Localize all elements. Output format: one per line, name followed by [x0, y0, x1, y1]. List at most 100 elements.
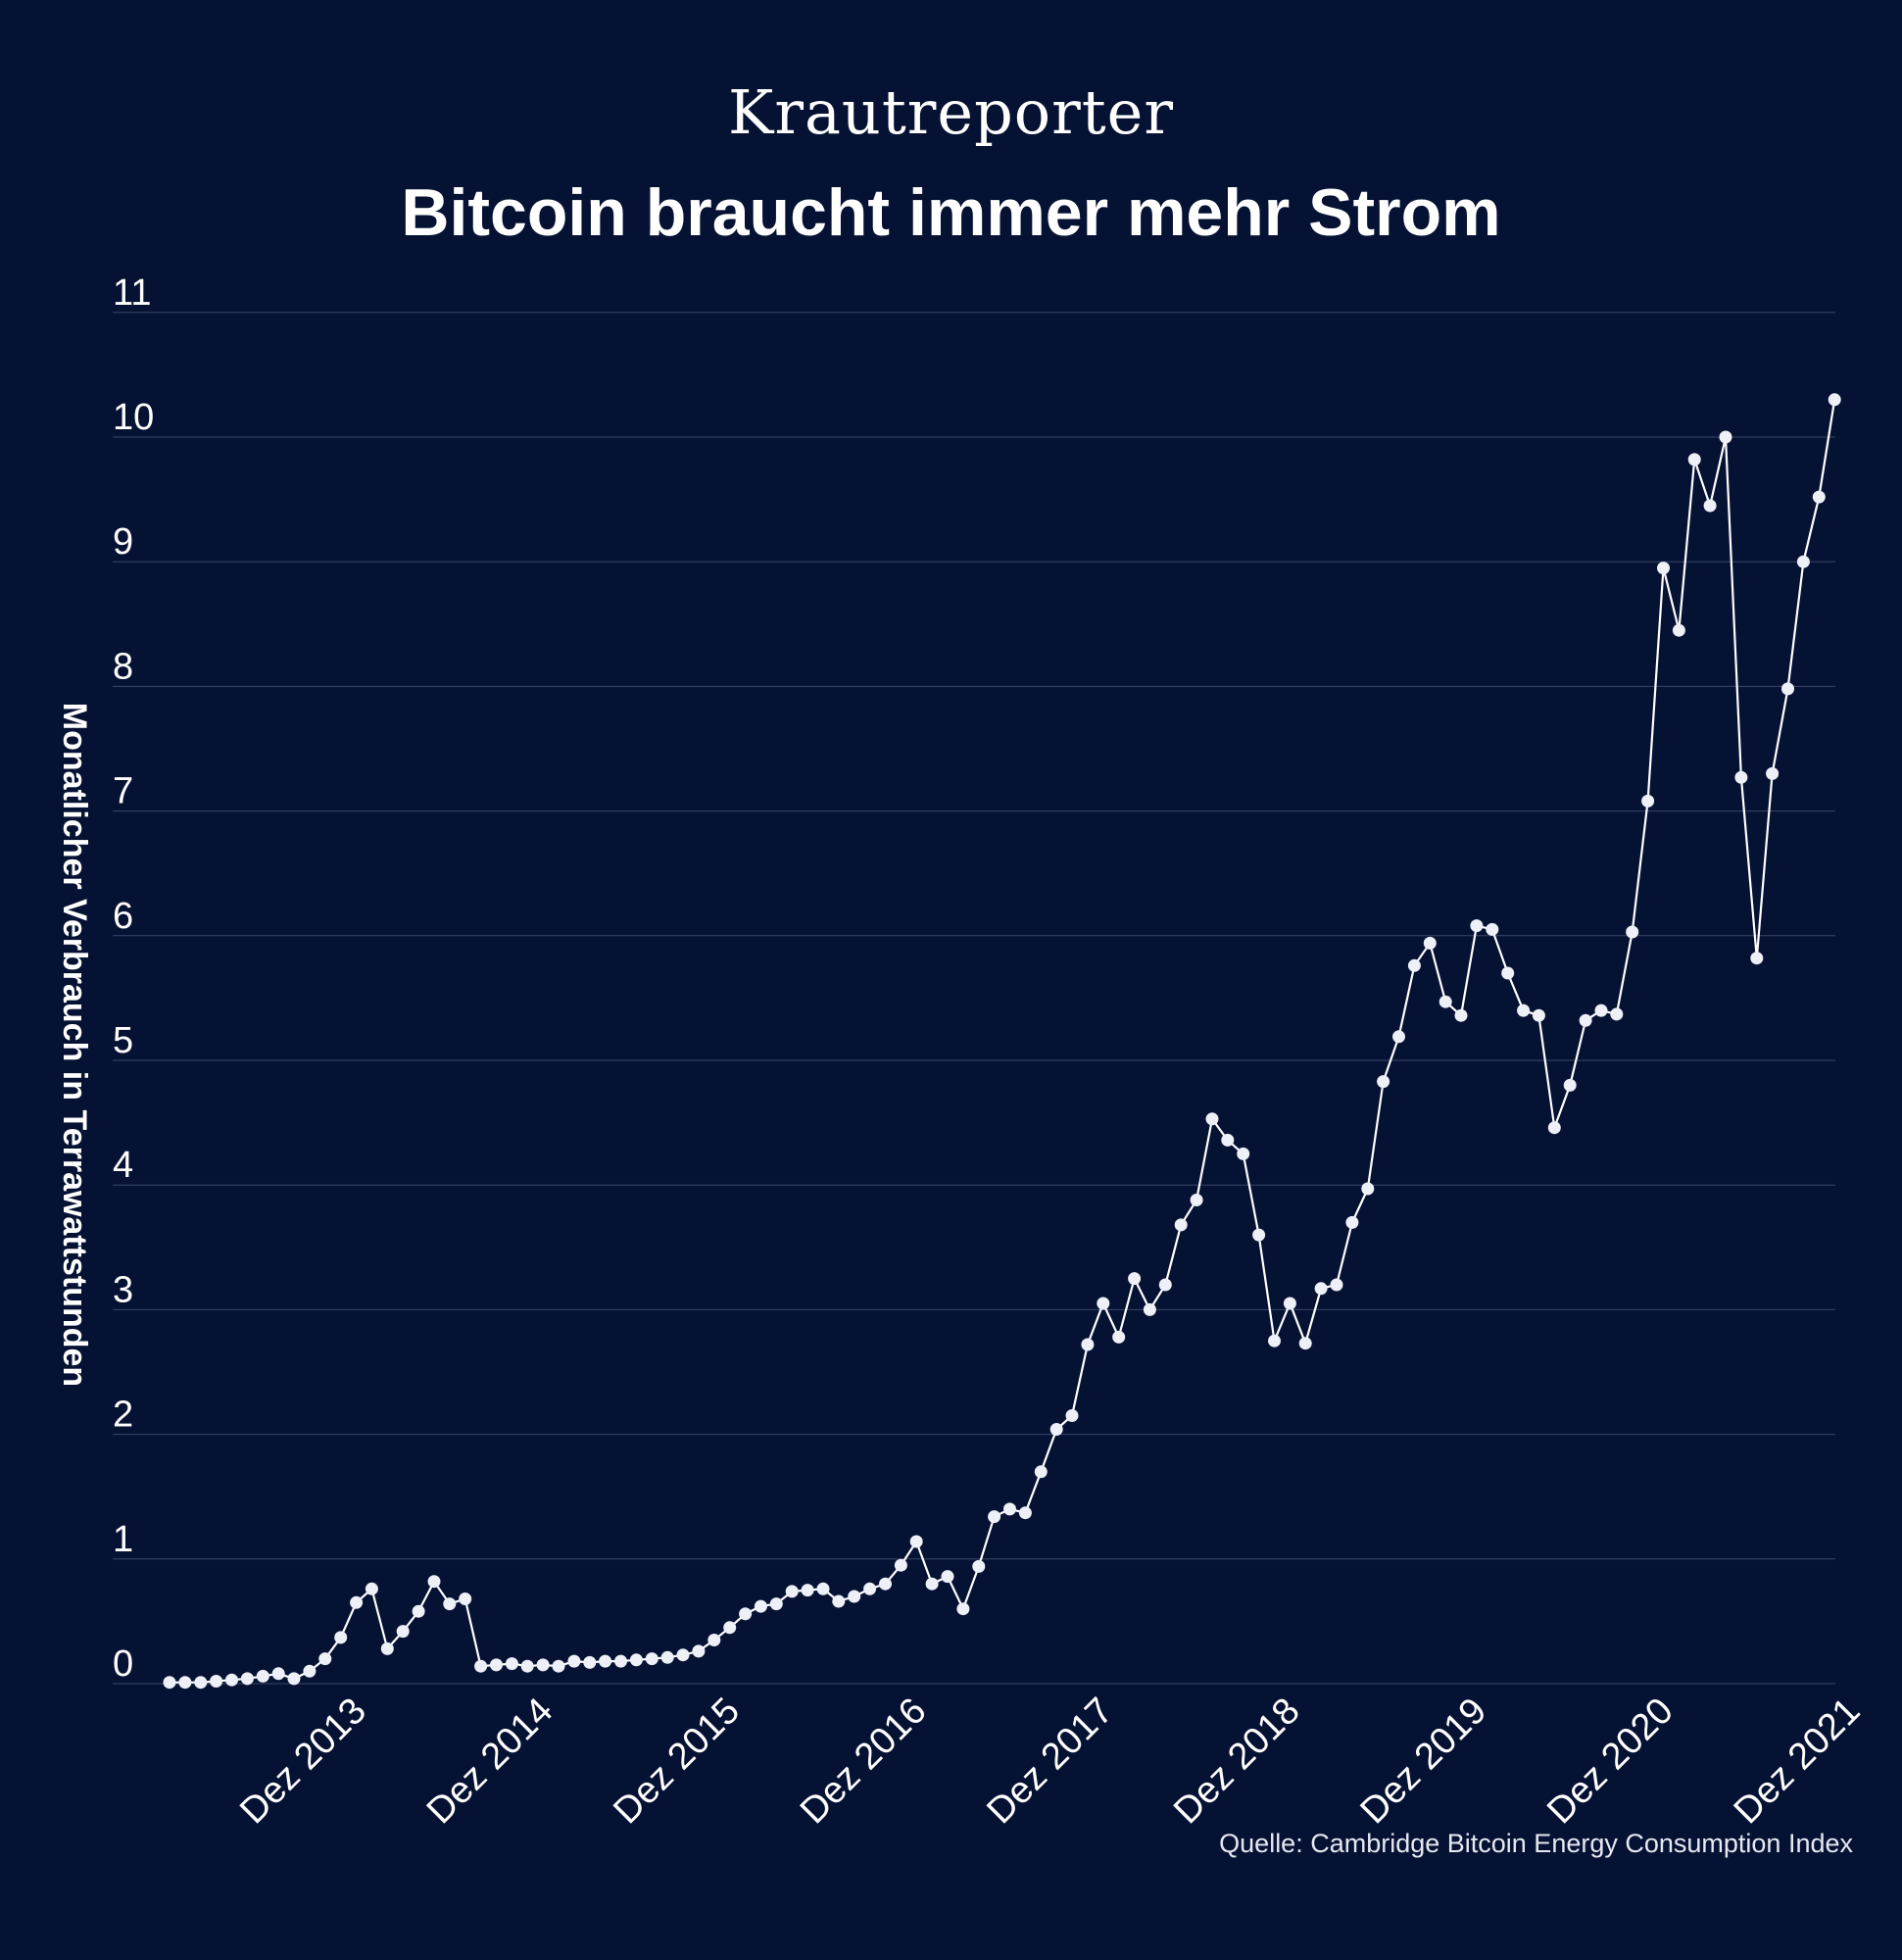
data-point	[1034, 1465, 1048, 1479]
data-point	[1439, 995, 1452, 1008]
data-point	[1081, 1338, 1095, 1351]
y-tick-label: 10	[113, 397, 154, 438]
data-point	[459, 1592, 472, 1605]
data-point	[490, 1658, 503, 1672]
data-point	[1687, 453, 1701, 466]
data-point	[1097, 1297, 1110, 1310]
x-axis-ticks: Dez 2013 Dez 2014 Dez 2015 Dez 2016 Dez 2017…	[232, 1690, 1868, 1833]
data-point	[1143, 1302, 1156, 1316]
data-point	[1314, 1282, 1328, 1296]
x-tick-label: Dez 2014	[419, 1690, 561, 1833]
data-point	[380, 1642, 394, 1655]
x-tick-label: Dez 2020	[1539, 1690, 1682, 1833]
data-point	[1501, 966, 1515, 980]
data-point	[1237, 1147, 1250, 1160]
data-point	[271, 1667, 285, 1681]
data-point	[956, 1602, 970, 1616]
brand-logo: Krautreporter	[728, 76, 1174, 148]
data-point	[645, 1652, 658, 1666]
data-point	[240, 1672, 254, 1686]
data-point	[1190, 1194, 1203, 1206]
data-point	[1112, 1330, 1126, 1344]
data-point	[163, 1676, 176, 1690]
data-point	[848, 1590, 861, 1603]
data-point	[1532, 1008, 1545, 1022]
data-point	[723, 1621, 737, 1635]
data-point	[1377, 1075, 1390, 1089]
data-point	[365, 1582, 378, 1595]
data-point	[754, 1599, 767, 1613]
data-point	[194, 1676, 208, 1690]
data-point	[1781, 682, 1794, 696]
data-point	[972, 1559, 986, 1573]
data-point	[1018, 1506, 1032, 1520]
data-point	[660, 1650, 674, 1664]
data-point	[1766, 766, 1780, 780]
gridlines	[113, 312, 1835, 1685]
data-point	[1128, 1272, 1142, 1286]
data-point	[1672, 623, 1685, 637]
data-point	[1268, 1334, 1281, 1348]
data-point	[988, 1510, 1001, 1524]
source-note: Quelle: Cambridge Bitcoin Energy Consump…	[1219, 1829, 1853, 1858]
data-point	[567, 1654, 581, 1668]
data-point	[676, 1648, 690, 1662]
data-point	[816, 1582, 830, 1595]
data-point	[1703, 499, 1717, 513]
data-point	[256, 1669, 269, 1683]
data-point	[412, 1604, 425, 1618]
data-point	[1579, 1013, 1592, 1027]
data-point	[769, 1597, 783, 1611]
data-point	[863, 1582, 877, 1595]
x-tick-label: Dez 2018	[1166, 1690, 1308, 1833]
data-point	[599, 1654, 612, 1668]
data-point	[785, 1585, 799, 1598]
data-point	[1361, 1182, 1375, 1196]
data-point	[909, 1535, 923, 1548]
y-axis-label: Monatlicher Verbrauch in Terrawattstunde…	[56, 703, 93, 1387]
data-point	[1563, 1078, 1577, 1092]
data-point	[350, 1595, 364, 1609]
data-point	[832, 1594, 846, 1608]
data-point	[1610, 1007, 1624, 1021]
data-point	[1734, 770, 1748, 784]
y-tick-label: 1	[113, 1519, 133, 1560]
data-point	[692, 1644, 706, 1658]
series-line	[170, 399, 1836, 1684]
data-point	[1330, 1278, 1343, 1292]
data-point	[1423, 936, 1437, 950]
data-point	[1174, 1218, 1188, 1232]
data-point	[1828, 393, 1841, 407]
y-tick-label: 6	[113, 896, 133, 937]
data-point	[1486, 922, 1499, 936]
data-point	[287, 1672, 301, 1686]
data-point	[210, 1675, 223, 1688]
data-point	[303, 1664, 317, 1678]
data-point	[583, 1655, 597, 1669]
data-point	[1298, 1337, 1312, 1350]
y-tick-label: 2	[113, 1395, 133, 1436]
data-point	[443, 1597, 457, 1611]
y-tick-label: 11	[113, 272, 151, 314]
data-point	[536, 1658, 550, 1672]
data-point	[1594, 1004, 1608, 1017]
y-tick-label: 7	[113, 771, 133, 812]
data-points	[163, 393, 1841, 1690]
data-point	[396, 1625, 410, 1639]
data-point	[1750, 952, 1764, 965]
data-point	[1065, 1409, 1079, 1422]
data-point	[1657, 562, 1670, 575]
y-tick-label: 0	[113, 1643, 133, 1685]
data-point	[318, 1652, 332, 1666]
y-axis-ticks: 0 1 2 3 4 5 6 7 8 9 10 11	[113, 272, 154, 1685]
data-point	[801, 1584, 814, 1597]
data-point	[178, 1676, 192, 1690]
data-point	[505, 1657, 518, 1671]
data-point	[1454, 1008, 1468, 1022]
data-point	[552, 1659, 565, 1673]
data-point	[879, 1577, 892, 1591]
data-point	[1812, 490, 1826, 504]
data-point	[1283, 1297, 1296, 1310]
data-point	[1392, 1030, 1405, 1044]
